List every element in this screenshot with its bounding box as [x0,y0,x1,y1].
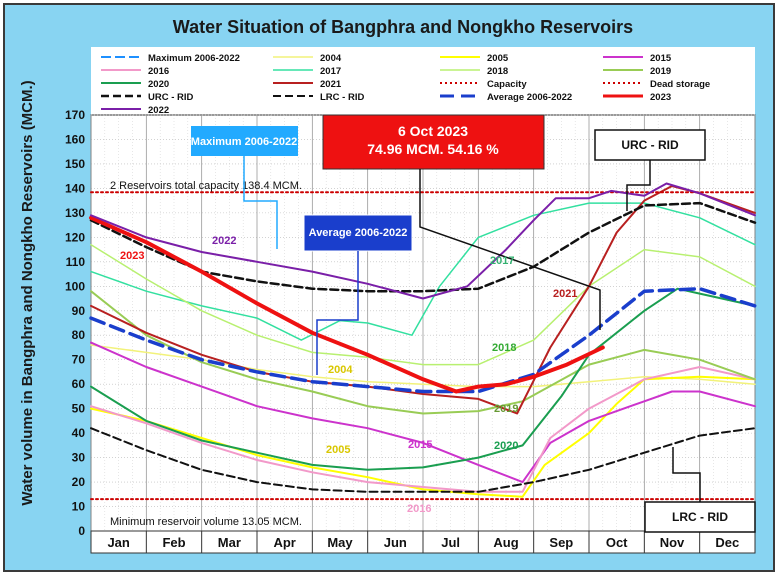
label-2019: 2019 [494,403,518,415]
chart-frame: Water Situation of Bangphra and Nongkho … [3,3,775,572]
series-line [90,366,756,493]
series-lines [89,182,757,501]
x-axis: Jan Feb Mar Apr May Jun Jul Aug Sep Oct Nov Dec [90,530,756,554]
legend-label: URC - RID [148,92,194,103]
legend-label: 2005 [487,53,509,64]
legend-label: LRC - RID [320,92,364,103]
series-line [90,182,756,300]
series-line [89,215,605,394]
x-tick-label: Dec [715,535,739,550]
current-date-text: 6 Oct 2023 [398,123,468,139]
label-2017: 2017 [490,255,514,267]
y-tick-label: 60 [72,377,86,391]
series-line [90,290,756,415]
y-tick-label: 10 [72,500,86,514]
current-value-text: 74.96 MCM. 54.16 % [367,141,499,157]
avg-callout-box [303,214,413,252]
lrc-callout-text: LRC - RID [672,510,728,524]
max-callout-box [191,126,298,156]
label-2018: 2018 [492,342,516,354]
series-line [90,427,756,493]
urc-callout-line [626,160,651,211]
label-2015: 2015 [408,439,432,451]
legend-label: 2018 [487,66,508,77]
avg-callout-line [316,251,359,375]
label-2022: 2022 [212,235,236,247]
x-tick-label: Jul [441,535,460,550]
label-2004: 2004 [328,364,353,376]
legend-label: 2015 [650,53,672,64]
y-axis: 0 10 20 30 40 50 60 70 80 90 100 110 120 130 140 150 160… [65,108,85,538]
legend-label: Average 2006-2022 [487,92,572,103]
label-2021: 2021 [553,288,577,300]
y-tick-label: 160 [65,132,85,146]
y-tick-label: 30 [72,451,86,465]
urc-callout-text: URC - RID [621,138,679,152]
series-line [90,185,756,415]
legend-label: 2023 [650,92,671,103]
y-tick-label: 20 [72,475,86,489]
label-2023: 2023 [120,250,144,262]
legend-label: Dead storage [650,79,710,90]
series-line [90,202,756,341]
series-line [89,286,757,394]
y-axis-label: Water volume in Bangphra and Nongkho Res… [19,80,36,505]
y-tick-label: 40 [72,426,86,440]
y-tick-label: 110 [66,255,86,269]
y-tick-label: 0 [78,524,85,538]
max-callout-line [243,156,278,249]
legend-items: Maximum 2006-2022 2004 2005 2015 2016 2017 201… [101,53,710,116]
y-tick-label: 150 [65,157,85,171]
legend-label: 2021 [320,79,342,90]
legend-label: 2017 [320,66,341,77]
y-tick-label: 80 [72,328,86,342]
minimum-note: Minimum reservoir volume 13.05 MCM. [110,516,302,528]
legend-label: 2019 [650,66,671,77]
x-tick-label: Mar [218,535,241,550]
capacity-note: 2 Reservoirs total capacity 138.4 MCM. [110,180,302,192]
label-2005: 2005 [326,444,350,456]
legend-label: Capacity [487,79,527,90]
y-tick-label: 170 [65,108,85,122]
x-tick-label: Oct [606,535,628,550]
legend-label: Maximum 2006-2022 [148,53,240,64]
x-tick-label: Feb [162,535,185,550]
legend-label: 2020 [148,79,169,90]
y-tick-label: 120 [65,230,85,244]
y-tick-label: 50 [72,402,86,416]
y-tick-label: 90 [72,304,86,318]
series-line [90,341,756,484]
legend-box [91,47,755,115]
x-tick-label: Nov [660,535,685,550]
legend: Maximum 2006-2022 2004 2005 2015 2016 2017 201… [91,47,755,116]
legend-label: 2004 [320,53,342,64]
current-callout-line [419,169,601,330]
series-line [90,243,756,366]
lrc-callout-box [644,501,756,533]
x-tick-label: May [327,535,353,550]
series-line [90,287,756,471]
x-tick-label: Jun [384,535,407,550]
max-callout-text: Maximum 2006-2022 [191,136,297,148]
avg-callout-text: Average 2006-2022 [309,227,408,239]
label-2020: 2020 [494,440,518,452]
current-callout-box [322,114,545,170]
urc-callout-box [594,129,706,161]
y-tick-label: 100 [65,279,85,293]
y-tick-label: 70 [72,353,86,367]
y-tick-label: 140 [65,181,85,195]
chart-svg: Water Situation of Bangphra and Nongkho … [19,17,757,554]
x-tick-label: Sep [549,535,573,550]
chart-title: Water Situation of Bangphra and Nongkho … [173,17,633,37]
x-tick-label: Aug [493,535,518,550]
y-tick-label: 130 [65,206,85,220]
annotations: 2 Reservoirs total capacity 138.4 MCM. M… [110,114,756,533]
legend-label: 2022 [148,105,169,116]
x-tick-label: Apr [273,535,295,550]
legend-label: 2016 [148,66,169,77]
label-2016: 2016 [407,503,431,515]
x-tick-label: Jan [107,535,129,550]
lrc-callout-line [672,447,701,502]
